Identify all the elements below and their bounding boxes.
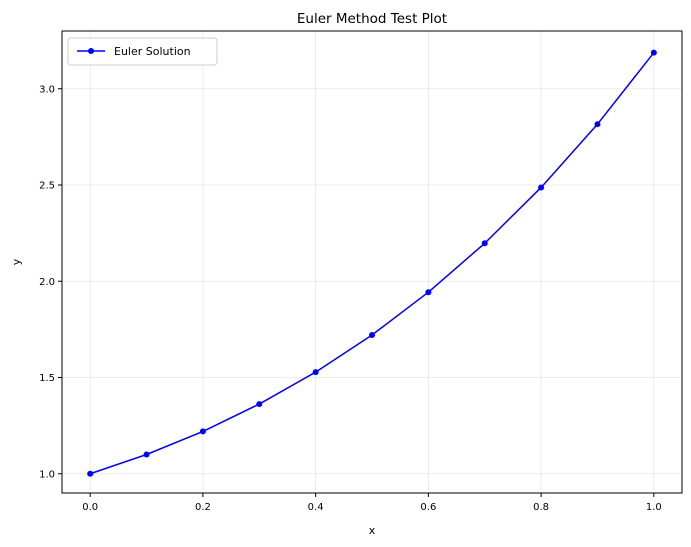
data-point bbox=[87, 470, 94, 477]
x-axis: 0.0 0.2 0.4 0.6 0.8 1.0 bbox=[82, 493, 662, 513]
data-point bbox=[256, 401, 263, 408]
x-tick-label: 0.6 bbox=[420, 502, 436, 513]
y-axis: 1.0 1.5 2.0 2.5 3.0 bbox=[39, 84, 62, 480]
x-axis-label: x bbox=[369, 524, 376, 537]
data-point bbox=[143, 451, 150, 458]
data-point bbox=[425, 289, 432, 296]
data-point bbox=[650, 49, 657, 56]
x-tick-label: 1.0 bbox=[646, 502, 662, 513]
x-tick-label: 0.0 bbox=[82, 502, 98, 513]
data-point bbox=[199, 428, 206, 435]
legend-marker-sample bbox=[88, 48, 94, 54]
plot-frame bbox=[61, 30, 683, 494]
legend-box bbox=[67, 37, 218, 66]
data-point bbox=[594, 121, 601, 128]
x-tick-label: 0.8 bbox=[533, 502, 549, 513]
x-tick-label: 0.2 bbox=[195, 502, 211, 513]
y-tick-label: 1.5 bbox=[39, 373, 55, 384]
y-tick-label: 1.0 bbox=[39, 469, 55, 480]
chart-title: Euler Method Test Plot bbox=[297, 11, 447, 27]
y-tick-label: 3.0 bbox=[39, 84, 55, 95]
data-point bbox=[481, 240, 488, 247]
legend: Euler Solution bbox=[67, 37, 218, 66]
data-point bbox=[312, 369, 319, 376]
y-tick-label: 2.0 bbox=[39, 277, 55, 288]
data-point bbox=[369, 331, 375, 338]
legend-label-euler-solution: Euler Solution bbox=[114, 45, 191, 58]
data-point bbox=[538, 184, 545, 191]
y-tick-label: 2.5 bbox=[39, 181, 55, 192]
series-layer bbox=[87, 49, 657, 477]
x-tick-label: 0.4 bbox=[308, 502, 324, 513]
grid bbox=[62, 31, 682, 493]
y-axis-label: y bbox=[10, 258, 23, 265]
